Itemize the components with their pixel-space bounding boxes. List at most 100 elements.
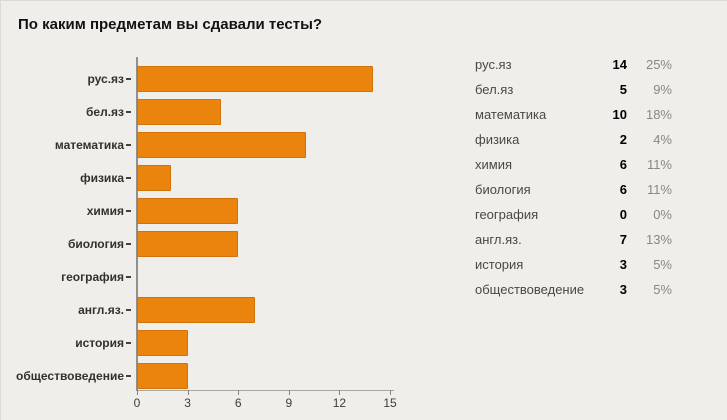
x-axis-tick-label: 12 bbox=[332, 396, 347, 410]
bar bbox=[137, 65, 374, 92]
x-axis-tick-label: 6 bbox=[234, 396, 242, 410]
table-row: англ.яз. 7 13% bbox=[475, 227, 672, 252]
table-row-percent: 5% bbox=[653, 282, 672, 297]
table-row: математика 10 18% bbox=[475, 102, 672, 127]
bar-track bbox=[137, 194, 390, 227]
y-axis-tick bbox=[126, 374, 131, 377]
table-row: история 3 5% bbox=[475, 252, 672, 277]
x-axis-tick bbox=[238, 390, 240, 395]
bar-track bbox=[137, 260, 390, 293]
bar-track bbox=[137, 62, 390, 95]
y-axis-tick bbox=[126, 242, 131, 245]
table-row-percent: 18% bbox=[645, 107, 672, 122]
y-axis-label: англ.яз. bbox=[78, 302, 124, 317]
table-row-count: 5 bbox=[619, 82, 627, 97]
table-row-label: рус.яз bbox=[475, 57, 512, 72]
chart-title: По каким предметам вы сдавали тесты? bbox=[18, 16, 323, 33]
bar bbox=[137, 131, 306, 158]
bar-track bbox=[137, 293, 390, 326]
table-row-count: 7 bbox=[619, 232, 627, 247]
bar bbox=[137, 296, 256, 323]
table-row-percent: 13% bbox=[645, 232, 672, 247]
y-axis-tick bbox=[126, 275, 131, 278]
y-axis-label: физика bbox=[80, 170, 124, 185]
table-row-label: англ.яз. bbox=[475, 232, 522, 247]
x-axis-tick bbox=[288, 390, 290, 395]
y-axis-tick bbox=[126, 308, 131, 311]
y-axis-tick bbox=[126, 176, 131, 179]
y-axis-label: бел.яз bbox=[85, 104, 124, 119]
y-axis-tick bbox=[126, 143, 131, 146]
table-row-label: обществоведение bbox=[475, 282, 585, 297]
table-row-label: химия bbox=[475, 157, 513, 172]
table-row: бел.яз 5 9% bbox=[475, 77, 672, 102]
bar-track bbox=[137, 326, 390, 359]
x-axis-tick bbox=[339, 390, 341, 395]
chart-row: рус.яз bbox=[0, 62, 392, 95]
table-row-count: 3 bbox=[619, 282, 627, 297]
y-axis-label: история bbox=[75, 335, 124, 350]
x-axis-tick bbox=[390, 390, 391, 395]
table-row-percent: 5% bbox=[653, 257, 672, 272]
bar-track bbox=[137, 128, 390, 161]
bar bbox=[137, 230, 239, 257]
y-axis-label: математика bbox=[54, 137, 124, 152]
chart-row: химия bbox=[0, 194, 392, 227]
table-row-count: 6 bbox=[619, 182, 627, 197]
x-axis-tick-label: 3 bbox=[184, 396, 191, 410]
x-axis-tick bbox=[137, 390, 138, 395]
chart-row: физика bbox=[0, 161, 392, 194]
table-row: химия 6 11% bbox=[475, 152, 672, 177]
table-row-label: история bbox=[475, 257, 524, 272]
table-row-count: 3 bbox=[619, 257, 627, 272]
table-row: рус.яз 14 25% bbox=[475, 52, 672, 77]
chart-row: биология bbox=[0, 227, 392, 260]
table-row-percent: 25% bbox=[645, 57, 672, 72]
y-axis-label: химия bbox=[86, 203, 124, 218]
x-axis-tick-label: 15 bbox=[383, 396, 397, 410]
table-row-count: 2 bbox=[619, 132, 627, 147]
y-axis-label: обществоведение bbox=[16, 368, 124, 383]
bar-track bbox=[137, 161, 390, 194]
table-row-count: 6 bbox=[619, 157, 627, 172]
table-row-label: физика bbox=[475, 132, 520, 147]
x-axis-tick bbox=[187, 390, 189, 395]
bar bbox=[137, 98, 222, 125]
chart-row: математика bbox=[0, 128, 392, 161]
table-row: биология 6 11% bbox=[475, 177, 672, 202]
table-row-label: бел.яз bbox=[475, 82, 514, 97]
table-row-count: 10 bbox=[612, 107, 627, 122]
bar-track bbox=[137, 95, 390, 128]
bar-track bbox=[137, 227, 390, 260]
table-row-percent: 0% bbox=[653, 207, 672, 222]
y-axis-tick bbox=[126, 110, 131, 113]
bar bbox=[137, 197, 239, 224]
y-axis-tick bbox=[126, 341, 131, 344]
y-axis-tick bbox=[126, 77, 131, 80]
table-row-count: 14 bbox=[612, 57, 627, 72]
bar bbox=[137, 329, 188, 356]
x-axis-line bbox=[137, 390, 394, 391]
y-axis-label: рус.яз bbox=[87, 71, 124, 86]
y-axis-label: биология bbox=[68, 236, 124, 251]
chart-row: география bbox=[0, 260, 392, 293]
y-axis-label: география bbox=[61, 269, 124, 284]
x-axis-tick-label: 9 bbox=[285, 396, 293, 410]
table-row-label: география bbox=[475, 207, 539, 222]
chart-row: бел.яз bbox=[0, 95, 392, 128]
table-row-label: биология bbox=[475, 182, 531, 197]
table-row-percent: 11% bbox=[646, 157, 672, 172]
table-row-percent: 11% bbox=[646, 182, 672, 197]
results-table: рус.яз 14 25% бел.яз 5 9% математика 10 18% физик… bbox=[475, 52, 672, 302]
y-axis-line bbox=[136, 57, 138, 391]
bar-rows: рус.яз бел.яз математика физика химия биологи… bbox=[0, 62, 392, 392]
table-row-count: 0 bbox=[619, 207, 627, 222]
chart-row: история bbox=[0, 326, 392, 359]
y-axis-tick bbox=[126, 209, 131, 212]
table-row-percent: 4% bbox=[653, 132, 672, 147]
table-row: физика 2 4% bbox=[475, 127, 672, 152]
table-row-label: математика bbox=[475, 107, 547, 122]
chart-row: англ.яз. bbox=[0, 293, 392, 326]
table-row: география 0 0% bbox=[475, 202, 672, 227]
